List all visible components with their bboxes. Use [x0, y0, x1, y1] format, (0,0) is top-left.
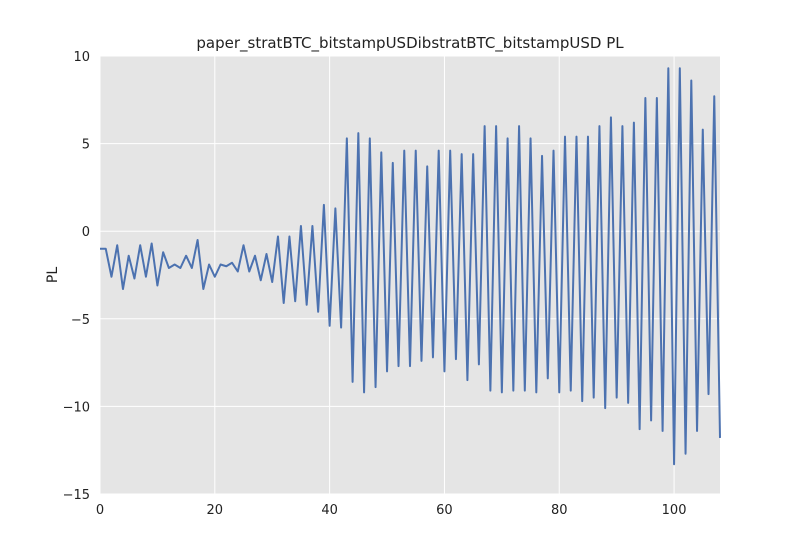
x-tick-label: 100 [662, 503, 687, 518]
y-axis-label: PL [45, 267, 61, 283]
y-tick-label: 0 [82, 225, 90, 240]
y-tick-label: −15 [63, 488, 90, 503]
x-tick-label: 20 [207, 503, 224, 518]
y-tick-label: 5 [82, 138, 90, 153]
series-line [100, 67, 721, 466]
x-tick-label: 80 [551, 503, 568, 518]
x-tick-labels: 0 20 40 60 80 100 [96, 503, 687, 518]
gridlines [99, 55, 720, 495]
x-tick-label: 0 [96, 503, 104, 518]
y-tick-label: 10 [73, 50, 90, 65]
y-tick-label: −10 [63, 400, 90, 415]
x-tick-label: 60 [436, 503, 453, 518]
chart-title: paper_stratBTC_bitstampUSDibstratBTC_bit… [196, 34, 624, 53]
series-layer [100, 67, 721, 466]
x-tick-label: 40 [321, 503, 338, 518]
plot-area [100, 56, 720, 494]
y-tick-labels: −15 −10 −5 0 5 10 [63, 50, 90, 503]
y-tick-label: −5 [71, 313, 90, 328]
